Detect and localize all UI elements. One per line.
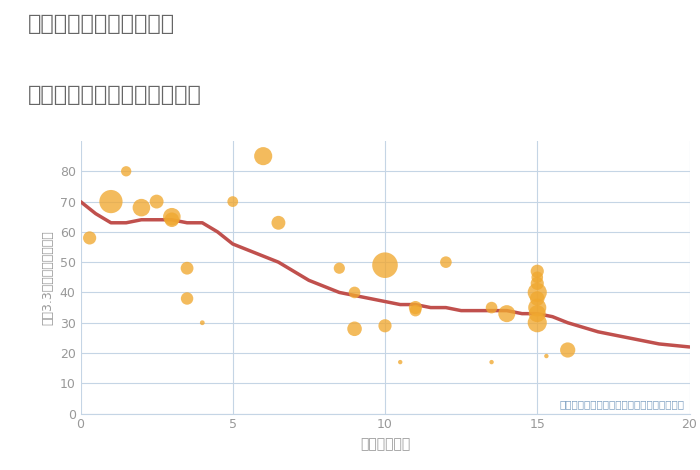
Point — [486, 358, 497, 366]
Text: 愛知県津島市高台寺町の: 愛知県津島市高台寺町の — [28, 14, 175, 34]
Text: 駅距離別中古マンション価格: 駅距離別中古マンション価格 — [28, 85, 202, 105]
Point — [181, 295, 193, 302]
Point — [379, 261, 391, 269]
Point — [84, 234, 95, 242]
Point — [395, 358, 406, 366]
Point — [532, 280, 543, 287]
Point — [258, 152, 269, 160]
Point — [562, 346, 573, 354]
Point — [334, 265, 345, 272]
Point — [440, 258, 452, 266]
Point — [532, 295, 543, 302]
Point — [410, 304, 421, 311]
Point — [197, 319, 208, 327]
Point — [151, 198, 162, 205]
Point — [541, 352, 552, 360]
Point — [532, 274, 543, 281]
Text: 円の大きさは、取引のあった物件面積を示す: 円の大きさは、取引のあった物件面積を示す — [560, 399, 685, 409]
Point — [227, 198, 238, 205]
Point — [532, 310, 543, 317]
Point — [120, 167, 132, 175]
Point — [349, 289, 360, 296]
Point — [167, 213, 178, 220]
Point — [486, 304, 497, 311]
Point — [410, 307, 421, 314]
Point — [532, 319, 543, 327]
Y-axis label: 坪（3.3㎡）単価（万円）: 坪（3.3㎡）単価（万円） — [41, 230, 54, 325]
Point — [532, 267, 543, 275]
Point — [167, 216, 178, 224]
Point — [532, 289, 543, 296]
Point — [532, 304, 543, 311]
X-axis label: 駅距離（分）: 駅距離（分） — [360, 437, 410, 451]
Point — [181, 265, 193, 272]
Point — [501, 310, 512, 317]
Point — [379, 322, 391, 329]
Point — [136, 204, 147, 212]
Point — [105, 198, 116, 205]
Point — [273, 219, 284, 227]
Point — [349, 325, 360, 333]
